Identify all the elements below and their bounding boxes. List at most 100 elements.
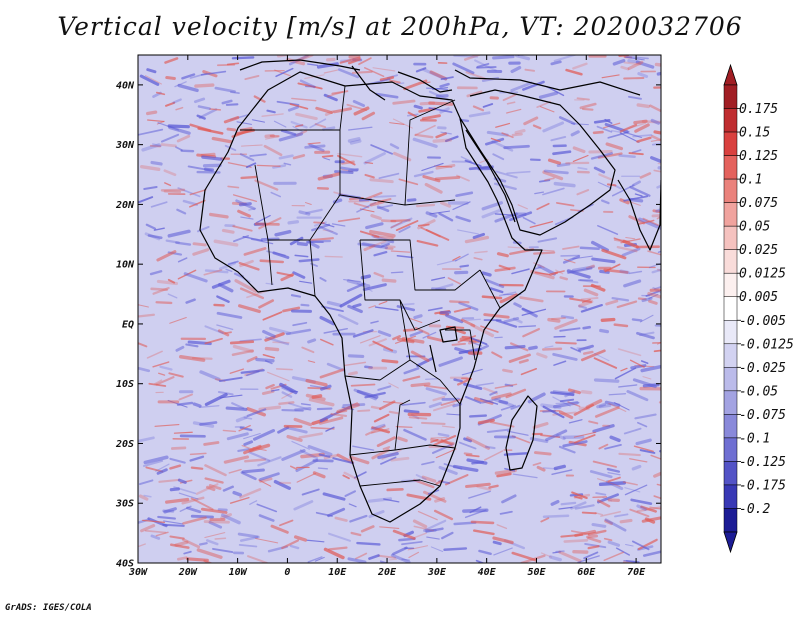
field-streak xyxy=(428,107,453,114)
field-streak xyxy=(491,392,512,400)
field-streak xyxy=(631,318,643,322)
field-streak xyxy=(593,166,606,174)
field-streak xyxy=(370,320,379,324)
field-streak xyxy=(385,244,396,249)
colorbar-label: -0.1 xyxy=(739,431,770,446)
field-streak xyxy=(517,204,528,210)
field-streak xyxy=(562,245,580,250)
field-streak xyxy=(192,402,202,408)
field-streak xyxy=(492,153,505,161)
field-streak xyxy=(551,317,566,320)
field-streak xyxy=(377,204,394,210)
field-streak xyxy=(590,152,613,160)
field-streak xyxy=(172,98,182,104)
field-streak xyxy=(386,487,404,492)
field-streak xyxy=(558,506,573,510)
field-streak xyxy=(511,132,523,137)
field-streak xyxy=(356,282,373,292)
field-streak xyxy=(451,342,466,346)
field-streak xyxy=(347,168,359,173)
field-streak xyxy=(177,478,187,484)
field-streak xyxy=(614,367,637,380)
field-streak xyxy=(403,409,420,414)
field-streak xyxy=(143,185,158,191)
field-streak xyxy=(351,70,373,74)
field-streak xyxy=(279,519,294,527)
field-streak xyxy=(261,389,275,395)
field-streak xyxy=(537,237,558,243)
field-streak xyxy=(371,234,395,244)
field-streak xyxy=(629,185,651,197)
field-streak xyxy=(251,119,266,123)
field-streak xyxy=(574,529,597,538)
colorbar: 0.175 0.15 0.125 0.1 0.075 0.05 0.025 0.0125 0.0… xyxy=(723,63,794,554)
field-streak xyxy=(361,242,388,250)
field-streak xyxy=(438,465,458,475)
field-streak xyxy=(168,125,191,135)
field-streak xyxy=(490,137,501,143)
field-streak xyxy=(239,535,260,542)
field-streak xyxy=(292,321,308,327)
field-streak xyxy=(246,370,260,377)
field-streak xyxy=(276,100,300,106)
madagascar-coastline xyxy=(505,395,538,471)
field-streak xyxy=(370,423,386,431)
field-streak xyxy=(468,165,494,171)
field-streak xyxy=(542,409,556,413)
field-streak xyxy=(259,259,284,264)
field-streak xyxy=(390,221,403,229)
field-streak xyxy=(181,538,201,549)
field-streak xyxy=(408,317,423,323)
field-streak xyxy=(550,391,575,397)
field-streak xyxy=(396,255,414,259)
field-streak xyxy=(383,498,400,503)
field-streak xyxy=(138,313,155,318)
field-streak xyxy=(656,483,661,486)
lat-tick-label: 40N xyxy=(116,80,135,91)
field-streak xyxy=(390,250,411,253)
field-streak xyxy=(562,255,580,264)
field-streak xyxy=(446,413,460,416)
field-streak xyxy=(465,71,487,80)
field-streak xyxy=(369,240,387,249)
colorbar-label: 0.025 xyxy=(739,243,778,258)
field-streak xyxy=(256,164,281,167)
field-streak xyxy=(352,99,366,108)
field-streak xyxy=(494,398,514,408)
field-streak xyxy=(376,205,390,213)
field-streak xyxy=(628,197,644,203)
field-streak xyxy=(237,448,250,453)
field-streak xyxy=(618,384,638,388)
field-streak xyxy=(402,375,421,382)
field-streak xyxy=(178,393,193,401)
field-streak xyxy=(650,454,661,460)
field-streak xyxy=(365,222,384,230)
field-streak xyxy=(610,129,623,134)
field-streak xyxy=(379,560,390,563)
field-streak xyxy=(505,388,527,399)
field-streak xyxy=(291,97,317,102)
field-streak xyxy=(647,291,661,299)
field-streak xyxy=(179,355,206,362)
field-streak xyxy=(225,103,239,106)
field-streak xyxy=(494,383,518,389)
field-streak xyxy=(281,449,306,461)
map-axes: 30W 20W 10W 0 10E 20E 30E 40E 50E 60E 70E 40N 30N 20N… xyxy=(115,55,661,578)
field-streak xyxy=(262,311,283,321)
field-streak xyxy=(460,318,476,328)
field-streak xyxy=(591,523,607,528)
field-streak xyxy=(573,431,597,438)
field-streak xyxy=(257,456,282,467)
field-streak xyxy=(318,416,344,425)
field-streak xyxy=(181,73,196,80)
field-streak xyxy=(323,93,338,102)
field-streak xyxy=(604,518,627,532)
field-streak xyxy=(632,134,653,138)
field-streak xyxy=(432,395,446,402)
field-streak xyxy=(628,152,644,156)
field-streak xyxy=(232,194,258,203)
field-streak xyxy=(635,60,655,69)
field-streak xyxy=(648,293,659,300)
field-streak xyxy=(622,481,638,486)
colorbar-label: -0.125 xyxy=(739,455,786,470)
